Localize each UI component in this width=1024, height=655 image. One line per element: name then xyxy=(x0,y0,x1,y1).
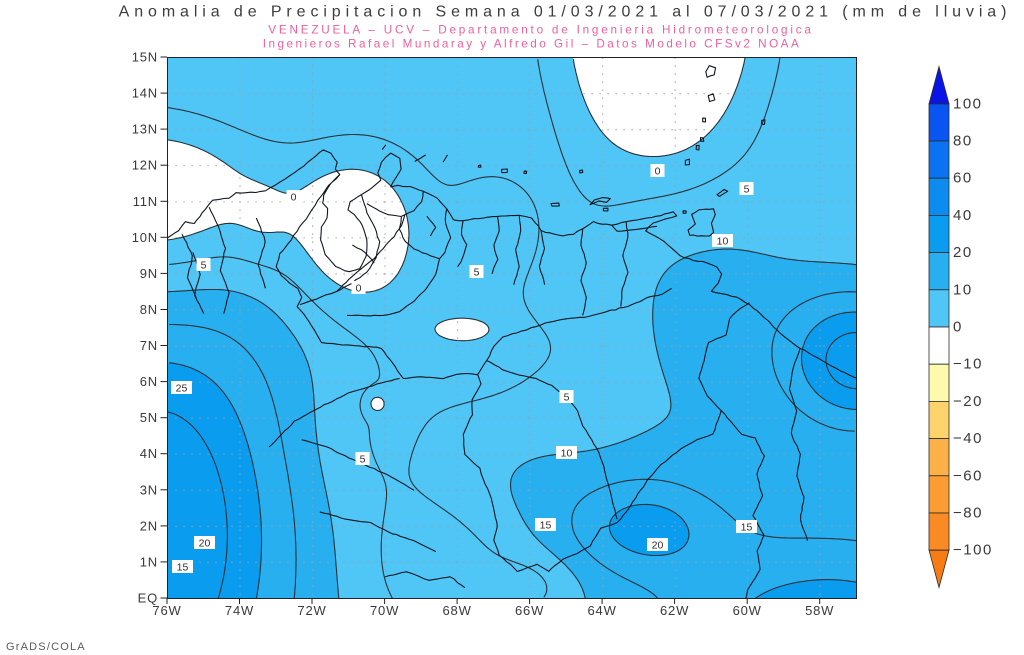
svg-text:−100: −100 xyxy=(953,542,993,559)
svg-text:100: 100 xyxy=(953,95,983,112)
svg-text:9N: 9N xyxy=(140,266,158,281)
svg-text:7N: 7N xyxy=(140,338,158,353)
svg-text:15: 15 xyxy=(741,522,753,534)
svg-text:10: 10 xyxy=(953,281,973,298)
svg-text:5: 5 xyxy=(744,184,750,196)
svg-text:10N: 10N xyxy=(132,230,158,245)
svg-text:EQ: EQ xyxy=(138,591,158,606)
svg-text:4N: 4N xyxy=(140,446,158,461)
svg-text:10: 10 xyxy=(561,448,573,460)
svg-text:74W: 74W xyxy=(225,603,254,618)
svg-text:15: 15 xyxy=(177,562,189,574)
svg-text:60W: 60W xyxy=(733,603,762,618)
svg-text:25: 25 xyxy=(176,383,188,395)
svg-text:0: 0 xyxy=(953,319,963,336)
svg-text:40: 40 xyxy=(953,207,973,224)
svg-text:72W: 72W xyxy=(297,603,326,618)
svg-text:68W: 68W xyxy=(443,603,472,618)
svg-text:5: 5 xyxy=(360,454,366,466)
svg-text:2N: 2N xyxy=(140,518,158,533)
svg-text:13N: 13N xyxy=(132,122,158,137)
svg-text:66W: 66W xyxy=(515,603,544,618)
svg-text:5: 5 xyxy=(201,260,207,272)
svg-text:60: 60 xyxy=(953,170,973,187)
svg-text:6N: 6N xyxy=(140,374,158,389)
svg-text:8N: 8N xyxy=(140,302,158,317)
svg-text:Anomalia de Precipitacion Sema: Anomalia de Precipitacion Semana 01/03/2… xyxy=(119,4,1012,21)
svg-text:11N: 11N xyxy=(133,194,158,209)
svg-text:−60: −60 xyxy=(953,467,983,484)
svg-text:0: 0 xyxy=(356,283,362,295)
svg-text:58W: 58W xyxy=(805,603,834,618)
svg-text:5: 5 xyxy=(564,392,570,404)
svg-text:15: 15 xyxy=(540,520,552,532)
svg-text:14N: 14N xyxy=(132,86,158,101)
svg-text:76W: 76W xyxy=(152,603,181,618)
svg-text:0: 0 xyxy=(291,192,297,204)
svg-text:−40: −40 xyxy=(953,430,983,447)
svg-text:5N: 5N xyxy=(140,410,158,425)
svg-text:12N: 12N xyxy=(132,158,158,173)
svg-text:−10: −10 xyxy=(953,356,983,373)
svg-text:62W: 62W xyxy=(660,603,689,618)
svg-text:Ingenieros Rafael Mundaray y A: Ingenieros Rafael Mundaray y Alfredo Gil… xyxy=(263,38,802,51)
svg-text:GrADS/COLA: GrADS/COLA xyxy=(6,641,86,653)
svg-text:1N: 1N xyxy=(140,554,158,569)
svg-text:20: 20 xyxy=(953,244,973,261)
svg-text:−80: −80 xyxy=(953,505,983,522)
svg-text:3N: 3N xyxy=(140,482,158,497)
svg-text:5: 5 xyxy=(474,267,480,279)
svg-text:15N: 15N xyxy=(132,50,158,65)
svg-text:−20: −20 xyxy=(953,393,983,410)
svg-text:0: 0 xyxy=(655,166,661,178)
svg-text:70W: 70W xyxy=(370,603,399,618)
svg-text:20: 20 xyxy=(652,540,664,552)
svg-text:VENEZUELA – UCV – Departamento: VENEZUELA – UCV – Departamento de Ingeni… xyxy=(268,24,813,37)
svg-text:10: 10 xyxy=(717,236,729,248)
svg-text:20: 20 xyxy=(199,538,211,550)
svg-text:80: 80 xyxy=(953,133,973,150)
svg-text:64W: 64W xyxy=(588,603,617,618)
